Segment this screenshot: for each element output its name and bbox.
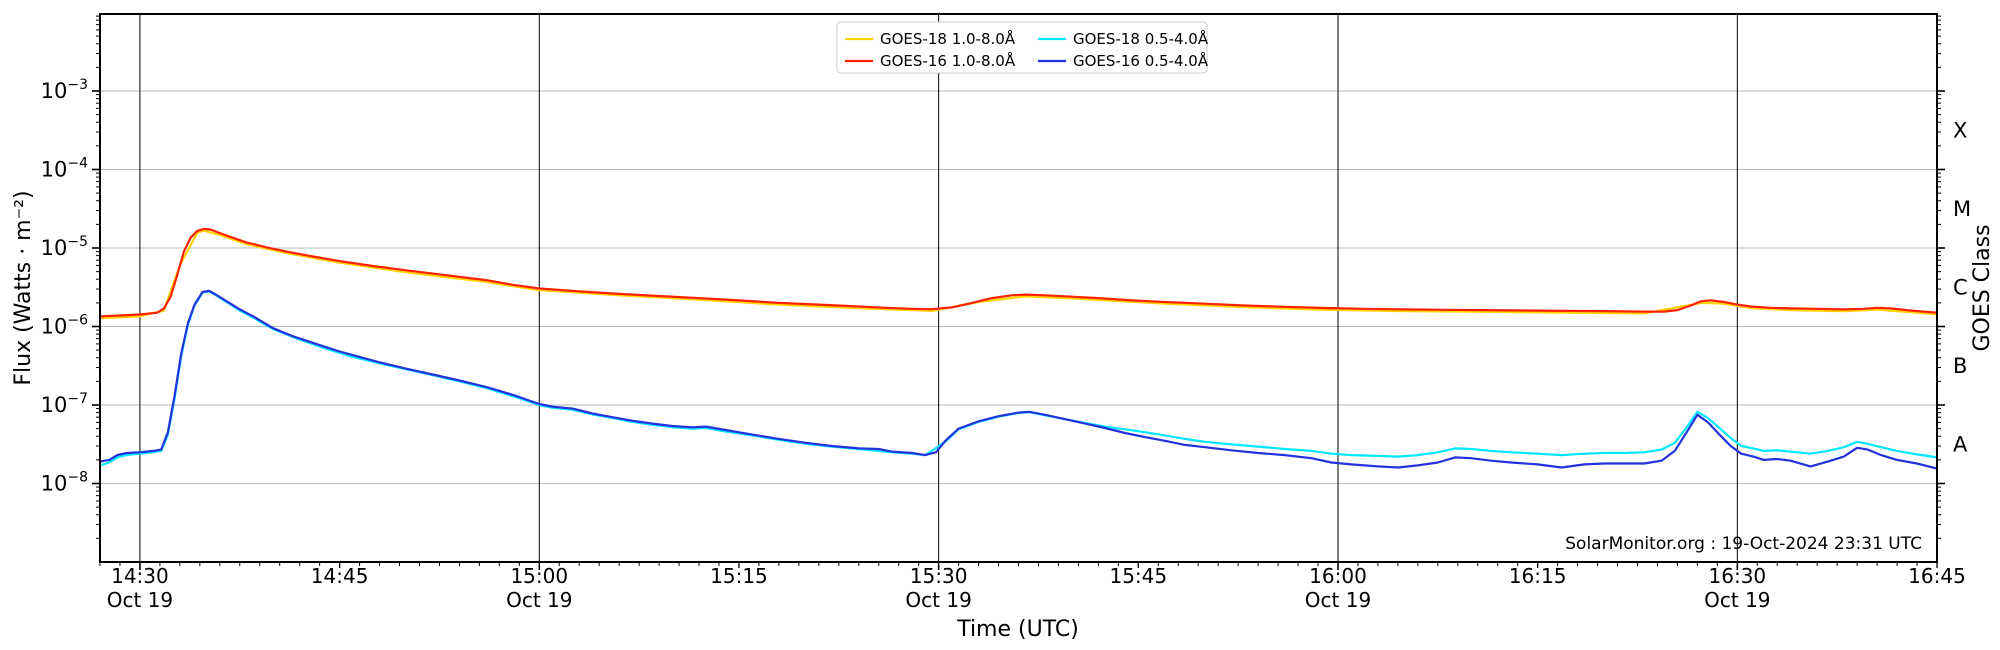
legend-box xyxy=(836,21,1208,74)
goes-class-label: B xyxy=(1953,354,1967,378)
y-tick-label: 10−6 xyxy=(41,313,88,339)
flux-curve-goes-16-1-0-8-0a xyxy=(98,227,1939,318)
watermark: SolarMonitor.org : 19-Oct-2024 23:31 UTC xyxy=(1565,534,1922,554)
y-tick-label: 10−8 xyxy=(41,470,88,496)
x-tick-label: 15:00 xyxy=(510,564,568,588)
x-tick-date: Oct 19 xyxy=(506,588,572,612)
x-tick-date: Oct 19 xyxy=(1305,588,1371,612)
right-axis-title: GOES Class xyxy=(1970,224,1995,351)
flux-curve-goes-18-0-5-4-0a xyxy=(98,290,1939,467)
x-tick-label: 16:15 xyxy=(1509,564,1567,588)
x-tick-label: 16:45 xyxy=(1908,564,1966,588)
flux-curve-goes-16-0-5-4-0a xyxy=(98,289,1939,470)
legend-label: GOES-16 0.5-4.0Å xyxy=(1073,51,1209,70)
x-tick-date: Oct 19 xyxy=(1704,588,1770,612)
legend-label: GOES-18 1.0-8.0Å xyxy=(880,29,1016,48)
x-tick-date: Oct 19 xyxy=(107,588,173,612)
goes-class-label: C xyxy=(1953,275,1968,299)
goes-class-label: A xyxy=(1953,432,1968,456)
y-axis-title: Flux (Watts · m⁻²) xyxy=(11,190,36,385)
legend-label: GOES-16 1.0-8.0Å xyxy=(880,51,1016,70)
x-tick-label: 15:30 xyxy=(910,564,968,588)
x-tick-label: 15:45 xyxy=(1109,564,1167,588)
y-tick-label: 10−5 xyxy=(41,234,88,260)
goes-class-label: M xyxy=(1953,197,1971,221)
y-tick-label: 10−7 xyxy=(41,391,88,417)
plot-frame xyxy=(99,13,1938,563)
x-tick-label: 14:30 xyxy=(111,564,169,588)
legend-label: GOES-18 0.5-4.0Å xyxy=(1073,29,1209,48)
flux-curve-goes-18-1-0-8-0a xyxy=(98,229,1939,320)
x-tick-label: 14:45 xyxy=(311,564,369,588)
goes-class-label: X xyxy=(1953,118,1967,142)
y-tick-label: 10−4 xyxy=(41,156,88,182)
y-tick-label: 10−3 xyxy=(41,77,88,103)
x-tick-label: 15:15 xyxy=(710,564,768,588)
x-tick-date: Oct 19 xyxy=(905,588,971,612)
x-tick-label: 16:00 xyxy=(1309,564,1367,588)
x-tick-label: 16:30 xyxy=(1709,564,1767,588)
x-axis-title: Time (UTC) xyxy=(956,617,1079,642)
